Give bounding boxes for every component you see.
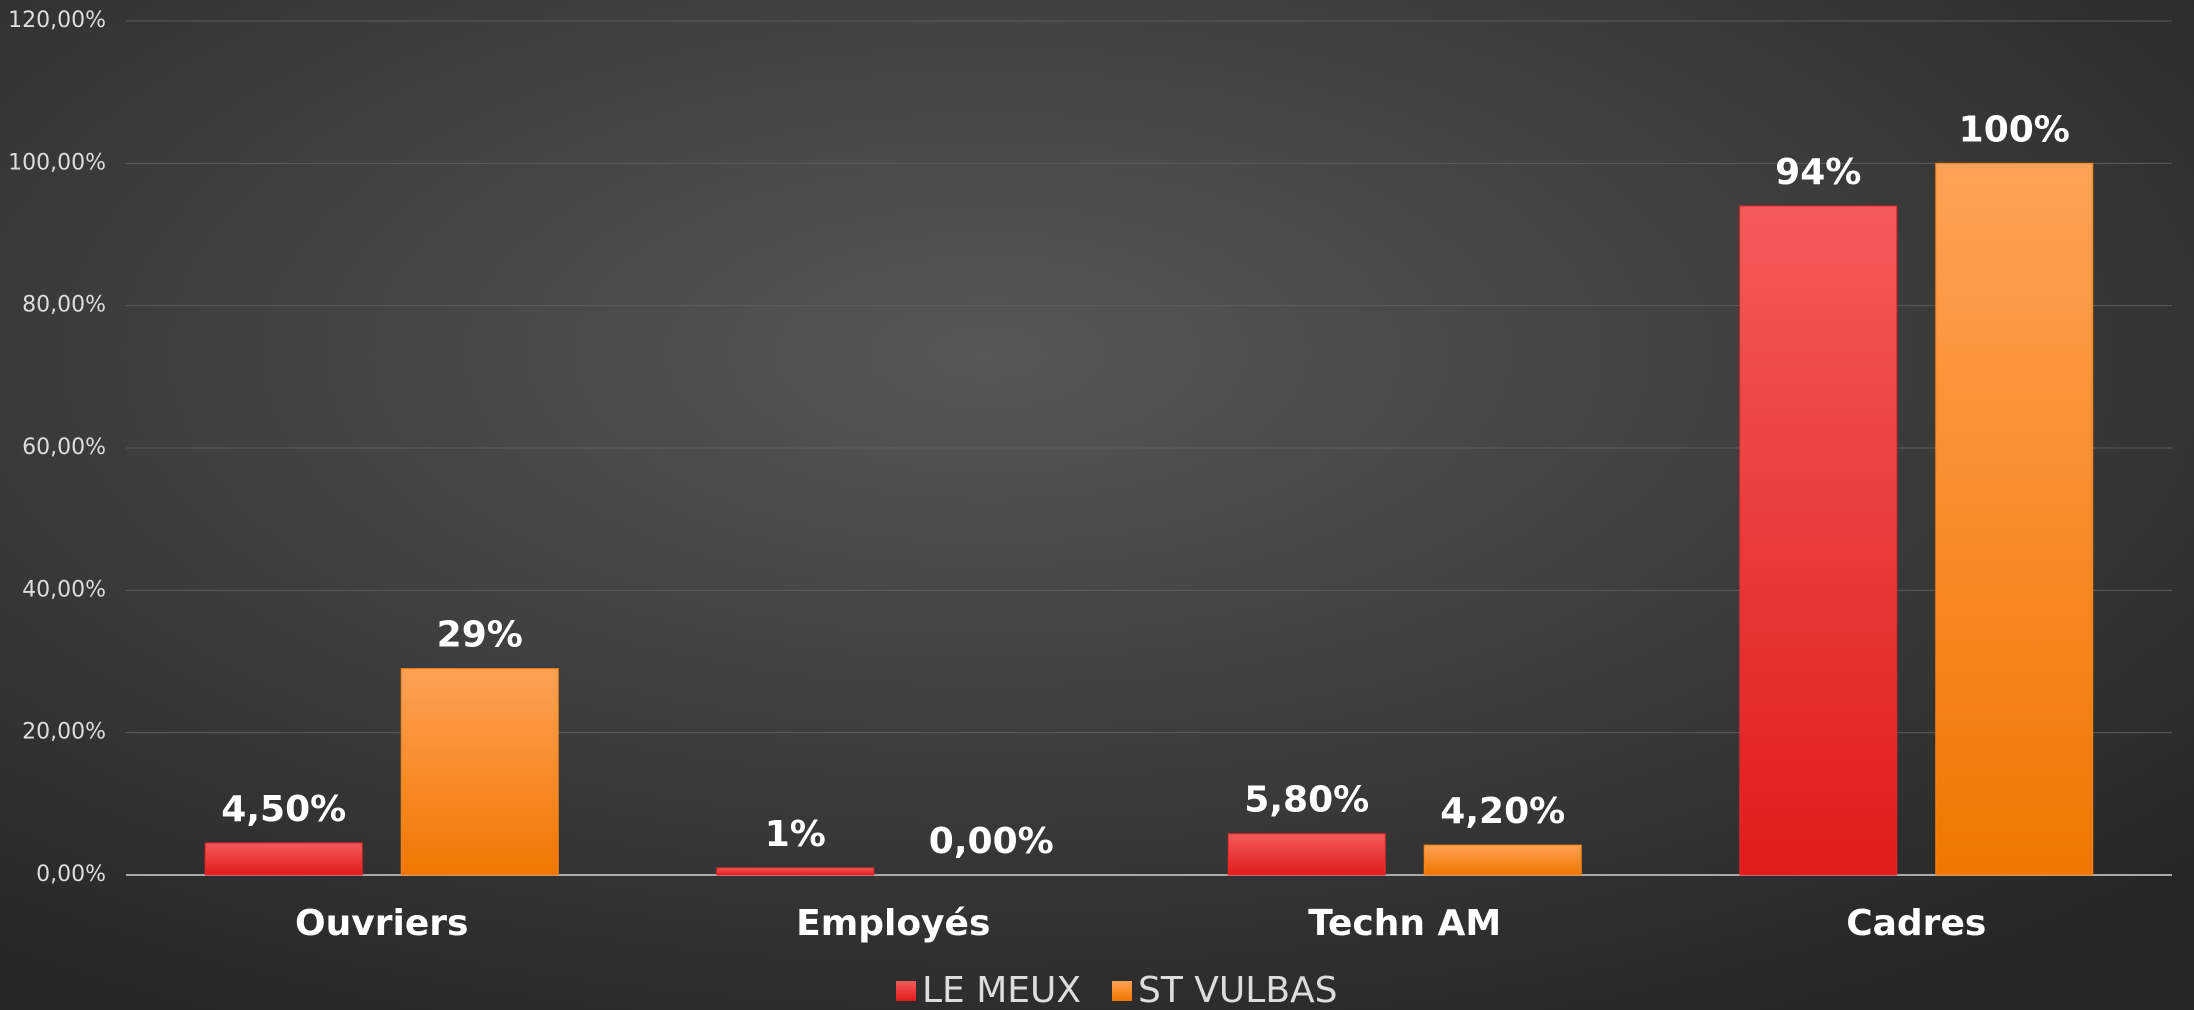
value-label: 4,20% xyxy=(1440,791,1565,832)
y-tick-label: 0,00% xyxy=(36,862,106,887)
y-tick-label: 60,00% xyxy=(22,435,106,460)
legend-label: ST VULBAS xyxy=(1138,970,1338,1010)
value-label: 4,50% xyxy=(221,789,346,830)
value-label: 1% xyxy=(765,814,826,855)
legend-label: LE MEUX xyxy=(922,970,1081,1010)
bar xyxy=(1423,844,1582,876)
value-label: 29% xyxy=(437,615,523,656)
value-label: 0,00% xyxy=(929,821,1054,862)
x-tick-label: Ouvriers xyxy=(295,903,468,944)
y-tick-label: 20,00% xyxy=(22,720,106,745)
value-label: 5,80% xyxy=(1244,780,1369,821)
bar xyxy=(204,842,363,876)
bar xyxy=(1227,833,1386,876)
y-tick-label: 120,00% xyxy=(8,8,106,33)
y-tick-label: 80,00% xyxy=(22,293,106,318)
bar xyxy=(400,668,559,876)
bar xyxy=(1739,205,1898,876)
bar xyxy=(716,867,875,876)
x-tick-label: Cadres xyxy=(1846,903,1986,944)
legend-marker xyxy=(896,981,916,1001)
value-label: 100% xyxy=(1959,109,2070,150)
y-tick-label: 40,00% xyxy=(22,577,106,602)
legend-marker xyxy=(1112,981,1132,1001)
y-tick-label: 100,00% xyxy=(8,150,106,175)
bar xyxy=(1935,162,2094,876)
x-tick-label: Techn AM xyxy=(1308,903,1501,944)
x-tick-label: Employés xyxy=(796,903,990,944)
value-label: 94% xyxy=(1775,152,1861,193)
